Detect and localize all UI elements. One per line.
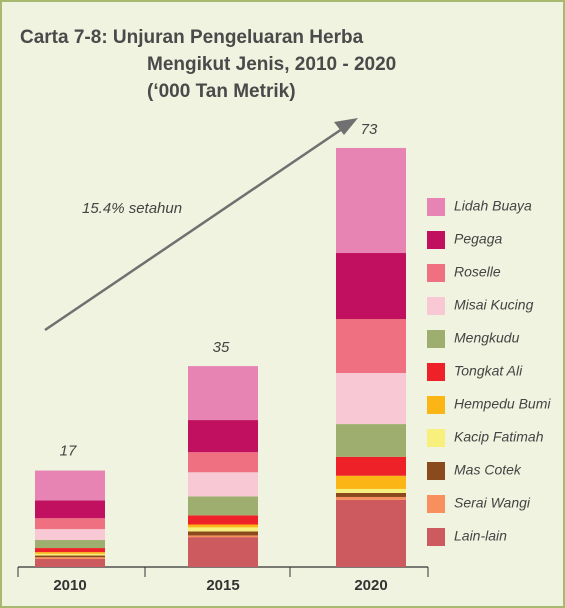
x-tick-label: 2010 — [53, 577, 86, 594]
bar-segment — [35, 529, 105, 541]
legend-swatch — [427, 429, 445, 447]
bar-segment — [188, 535, 258, 538]
legend-swatch — [427, 330, 445, 348]
legend-label: Mas Cotek — [454, 462, 522, 478]
bar-segment — [336, 424, 406, 457]
bar-segment — [336, 492, 406, 497]
bar-segment — [35, 548, 105, 553]
legend-swatch — [427, 231, 445, 249]
legend-swatch — [427, 528, 445, 546]
total-label: 35 — [213, 339, 230, 356]
legend-label: Pegaga — [454, 231, 502, 247]
bar-segment — [336, 488, 406, 493]
bar-segment — [336, 253, 406, 320]
bar-segment — [35, 540, 105, 549]
legend-label: Lain-lain — [454, 528, 507, 544]
arrow-head — [334, 118, 358, 135]
legend-swatch — [427, 363, 445, 381]
bar-segment — [336, 456, 406, 476]
x-tick-label: 2015 — [206, 577, 239, 594]
bar-segment — [35, 518, 105, 530]
bar-segment — [336, 319, 406, 373]
bar-segment — [188, 537, 258, 567]
legend-label: Tongkat Ali — [454, 363, 523, 379]
bar-segment — [336, 147, 406, 254]
legend-label: Serai Wangi — [454, 495, 531, 511]
legend-label: Roselle — [454, 264, 501, 280]
chart-title: (‘000 Tan Metrik) — [147, 81, 296, 102]
bar-segment — [188, 531, 258, 536]
bar-segment — [336, 372, 406, 425]
bar-segment — [35, 552, 105, 554]
legend-swatch — [427, 264, 445, 282]
bar-segment — [35, 470, 105, 501]
bar-segment — [35, 557, 105, 559]
chart-title: Carta 7-8: Unjuran Pengeluaran Herba — [20, 27, 364, 48]
arrow — [44, 125, 346, 332]
bar-segment — [35, 555, 105, 558]
bar-segment — [336, 496, 406, 500]
legend-label: Mengkudu — [454, 330, 520, 346]
legend-swatch — [427, 198, 445, 216]
bar-segment — [188, 452, 258, 473]
legend-label: Kacip Fatimah — [454, 429, 544, 445]
bar-segment — [336, 475, 406, 489]
bar-segment — [188, 515, 258, 525]
bar-segment — [35, 558, 105, 567]
legend-label: Misai Kucing — [454, 297, 534, 313]
bar-segment — [188, 527, 258, 532]
bar-segment — [188, 472, 258, 497]
x-tick-label: 2020 — [354, 577, 387, 594]
legend-swatch — [427, 495, 445, 513]
bar-segment — [35, 500, 105, 519]
total-label: 17 — [60, 442, 77, 459]
chart-title: Mengikut Jenis, 2010 - 2020 — [147, 54, 396, 75]
legend-label: Lidah Buaya — [454, 198, 532, 214]
legend-swatch — [427, 297, 445, 315]
legend-label: Hempedu Bumi — [454, 396, 551, 412]
bar-segment — [188, 366, 258, 421]
legend-swatch — [427, 396, 445, 414]
bar-segment — [35, 553, 105, 556]
annotation: 15.4% setahun — [82, 200, 182, 217]
legend-swatch — [427, 462, 445, 480]
bar-segment — [188, 420, 258, 453]
bar-segment — [188, 524, 258, 528]
total-label: 73 — [361, 121, 378, 138]
bar-segment — [188, 496, 258, 516]
bar-segment — [336, 499, 406, 567]
